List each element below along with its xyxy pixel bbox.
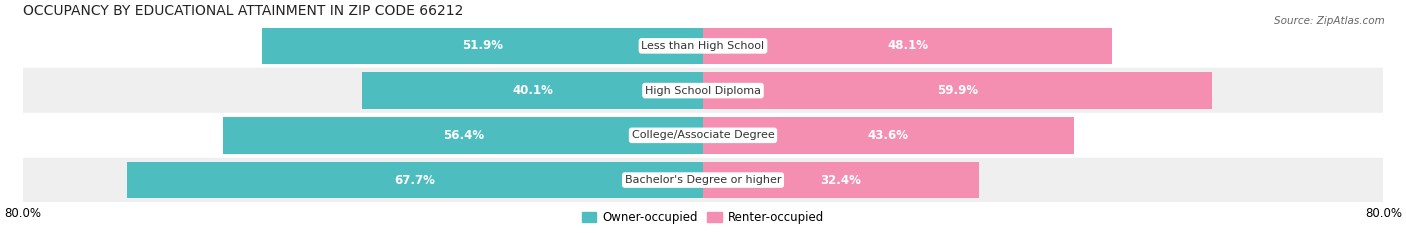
Text: Bachelor's Degree or higher: Bachelor's Degree or higher — [624, 175, 782, 185]
Bar — [703, 117, 1074, 154]
Bar — [361, 72, 703, 109]
Text: Source: ZipAtlas.com: Source: ZipAtlas.com — [1274, 16, 1385, 26]
Bar — [703, 162, 979, 199]
Text: OCCUPANCY BY EDUCATIONAL ATTAINMENT IN ZIP CODE 66212: OCCUPANCY BY EDUCATIONAL ATTAINMENT IN Z… — [22, 4, 463, 18]
Bar — [703, 72, 1212, 109]
Bar — [22, 113, 1384, 158]
Text: 59.9%: 59.9% — [938, 84, 979, 97]
Bar — [703, 27, 1112, 64]
Bar — [262, 27, 703, 64]
Bar — [22, 68, 1384, 113]
Text: College/Associate Degree: College/Associate Degree — [631, 130, 775, 140]
Text: 40.1%: 40.1% — [512, 84, 553, 97]
Legend: Owner-occupied, Renter-occupied: Owner-occupied, Renter-occupied — [578, 206, 828, 229]
Text: 48.1%: 48.1% — [887, 39, 928, 52]
Bar — [22, 158, 1384, 202]
Bar — [22, 24, 1384, 68]
Bar — [224, 117, 703, 154]
Text: Less than High School: Less than High School — [641, 41, 765, 51]
Text: 51.9%: 51.9% — [461, 39, 503, 52]
Text: 56.4%: 56.4% — [443, 129, 484, 142]
Text: 43.6%: 43.6% — [868, 129, 908, 142]
Bar — [128, 162, 703, 199]
Text: High School Diploma: High School Diploma — [645, 86, 761, 96]
Text: 67.7%: 67.7% — [395, 174, 436, 187]
Text: 32.4%: 32.4% — [820, 174, 862, 187]
